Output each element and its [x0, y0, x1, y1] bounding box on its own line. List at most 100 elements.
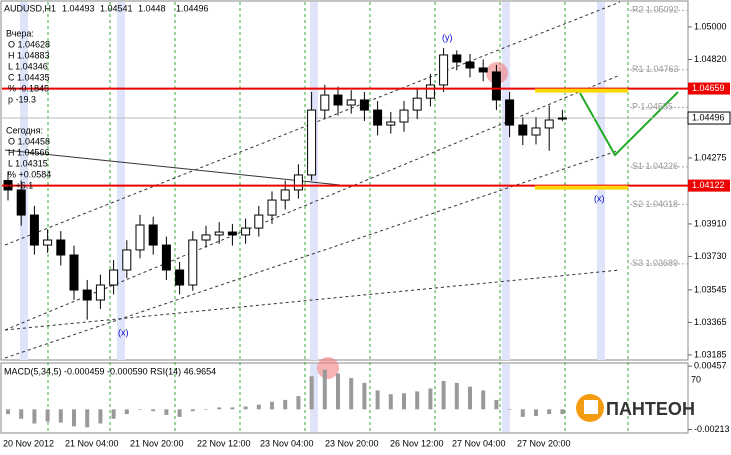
- macd-bar: [481, 390, 486, 410]
- indicator-panel: [0, 362, 689, 434]
- candle-body: [56, 239, 66, 256]
- macd-bar: [296, 396, 301, 410]
- chart-title: AUDUSD,H1: [4, 3, 56, 13]
- y-tick-label: 1.04820: [694, 54, 727, 64]
- candle-body: [386, 121, 396, 126]
- macd-bar: [547, 409, 552, 415]
- candle-body: [267, 199, 277, 216]
- macd-bar: [507, 409, 512, 410]
- macd-bar: [85, 409, 90, 428]
- pivot-label: S1 1.04226: [632, 161, 678, 171]
- x-tick-label: 27 Nov 04:00: [452, 438, 506, 448]
- level-tag-label: 1.04122: [692, 180, 725, 190]
- candle-body: [16, 189, 26, 216]
- macd-bar: [415, 391, 420, 410]
- macd-bar: [494, 399, 499, 410]
- ohlc: 1.04541: [100, 3, 133, 13]
- info-line: L 1.04315: [8, 158, 48, 168]
- macd-bar: [534, 409, 538, 416]
- candle-body: [227, 231, 237, 236]
- annotation: (x): [118, 327, 129, 337]
- macd-bar: [309, 376, 314, 410]
- candle-body: [175, 269, 185, 286]
- candle-body: [82, 289, 92, 301]
- info-line: p +6.1: [8, 180, 33, 190]
- candle-body: [307, 109, 317, 176]
- candle-body: [293, 174, 303, 191]
- price-tag-label: 1.04496: [692, 112, 725, 122]
- y-tick-label: 1.03365: [694, 317, 727, 327]
- candle-body: [188, 239, 198, 286]
- macd-bar: [6, 409, 10, 415]
- macd-bar: [322, 369, 327, 410]
- candle-body: [373, 109, 383, 126]
- level-tag: [688, 179, 730, 192]
- band: [310, 364, 318, 432]
- pivot-label: S2 1.04018: [632, 199, 678, 209]
- pivot-label: R1 1.04763: [632, 64, 679, 74]
- pivot-label: R2 1.05092: [632, 5, 679, 15]
- candle-body: [201, 234, 211, 241]
- macd-bar: [560, 409, 565, 415]
- candle-body: [465, 61, 475, 69]
- info-line: H 1.04883: [8, 50, 50, 60]
- info-title: Вчера:: [6, 28, 34, 38]
- candle-body: [518, 124, 528, 136]
- candle-body: [399, 109, 409, 123]
- macd-bar: [402, 393, 406, 410]
- candle-body: [557, 117, 567, 120]
- shaded-bands: [20, 2, 605, 432]
- trend: [4, 149, 341, 186]
- macd-bar: [441, 381, 446, 410]
- candle-body: [439, 54, 449, 86]
- macd-bar: [388, 394, 393, 410]
- x-tick-label: 21 Nov 04:00: [65, 438, 119, 448]
- info-line: C 1.04435: [8, 72, 50, 82]
- ohlc: 1.0448: [138, 3, 166, 13]
- x-tick-label: 23 Nov 20:00: [325, 438, 379, 448]
- candle-body: [43, 239, 53, 246]
- x-tick-label: 20 Nov 2012: [3, 438, 54, 448]
- band: [117, 2, 125, 360]
- logo-text: ПАНТЕОН: [606, 399, 695, 419]
- indicator-title: MACD(5,34,5) -0.000459 -0.000590 RSI(14)…: [4, 366, 216, 376]
- candle-body: [95, 284, 105, 301]
- candle-body: [491, 71, 501, 101]
- macd-bar: [19, 409, 24, 419]
- macd-bar: [468, 386, 472, 410]
- y-tick-label: 1.03910: [694, 218, 727, 228]
- forecast-arrow: [579, 91, 679, 157]
- info-line: O 1.04628: [8, 39, 50, 49]
- band: [20, 2, 28, 360]
- band: [597, 2, 605, 360]
- info-line: O 1.04458: [8, 136, 50, 146]
- macd-bar: [138, 409, 142, 410]
- x-tick-label: 26 Nov 12:00: [390, 438, 444, 448]
- candle-body: [478, 67, 488, 73]
- macd-bar: [32, 409, 37, 424]
- macd-bar: [177, 409, 182, 417]
- y-tick-label: -0.00213: [694, 424, 730, 434]
- macd-bar: [270, 401, 274, 410]
- y-tick-label: 1.03185: [694, 349, 727, 359]
- macd-bar: [124, 409, 129, 415]
- logo: ПАНТЕОН: [576, 394, 695, 422]
- candle-body: [214, 231, 224, 236]
- candle-body: [69, 254, 79, 291]
- band: [502, 2, 510, 360]
- highlight: [317, 357, 339, 379]
- y-tick-label: 1.03545: [694, 284, 727, 294]
- macd-bar: [454, 382, 459, 410]
- candle-body: [452, 54, 462, 63]
- candle-body: [320, 94, 330, 111]
- macd-bar: [45, 409, 50, 422]
- info-line: L 1.04346: [8, 61, 48, 71]
- macd-bar: [190, 409, 195, 412]
- info-line: % +0.0584: [8, 169, 51, 179]
- info-line: H 1.04566: [8, 147, 50, 157]
- macd-bar: [336, 373, 340, 410]
- pivot-label: S3 1.03689: [632, 258, 678, 268]
- macd-bar: [151, 409, 156, 412]
- candle-body: [425, 84, 435, 99]
